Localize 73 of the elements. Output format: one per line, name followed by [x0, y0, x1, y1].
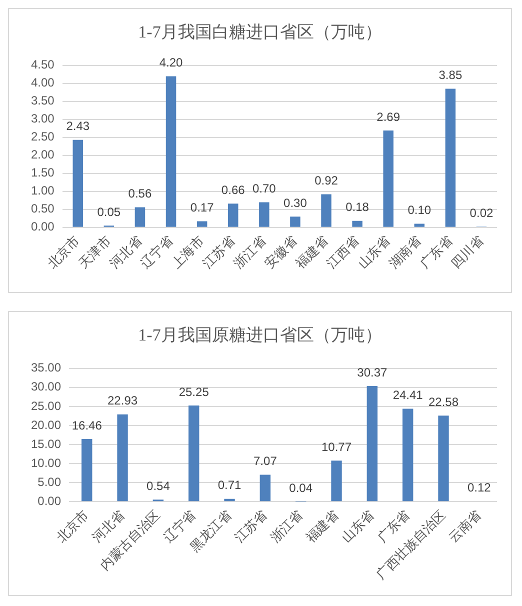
y-tick-label: 30.00: [31, 380, 62, 394]
data-label: 7.07: [254, 454, 278, 468]
data-label: 0.04: [289, 480, 313, 495]
y-tick-label: 35.00: [31, 360, 62, 375]
data-label: 0.92: [314, 174, 338, 188]
data-label: 3.85: [438, 68, 462, 82]
y-tick-label: 10.00: [31, 456, 62, 470]
bar: [402, 408, 414, 502]
data-label: 4.20: [159, 56, 184, 70]
data-label: 0.56: [128, 186, 152, 201]
bar: [224, 498, 235, 502]
y-tick-label: 2.50: [30, 130, 55, 144]
bar: [445, 88, 456, 227]
bar: [438, 416, 449, 502]
chart-title: 1-7月我国原糖进口省区（万吨）: [138, 326, 382, 345]
x-tick-label: 北京市: [53, 507, 92, 546]
bar: [82, 438, 92, 502]
bar: [290, 216, 300, 227]
y-tick-label: 0.00: [30, 220, 55, 234]
data-label: 16.46: [72, 418, 102, 432]
x-tick-label: 云南省: [446, 507, 484, 546]
bar: [352, 220, 362, 227]
data-label: 22.58: [428, 394, 459, 409]
bar: [117, 414, 128, 502]
y-tick-label: 1.50: [30, 166, 55, 180]
y-tick-label: 2.00: [30, 148, 55, 162]
data-label: 25.25: [178, 384, 210, 399]
y-tick-label: 25.00: [31, 398, 62, 413]
bar: [331, 460, 342, 502]
bar: [196, 221, 208, 227]
bar: [414, 224, 425, 227]
data-label: 0.66: [221, 182, 246, 197]
x-tick-label: 浙江省: [267, 507, 306, 546]
data-label: 0.02: [470, 206, 494, 220]
data-label: 24.41: [392, 388, 424, 402]
y-tick-label: 15.00: [31, 436, 62, 451]
y-tick-label: 20.00: [31, 418, 62, 432]
y-tick-label: 0.50: [30, 202, 55, 216]
data-label: 0.54: [146, 478, 170, 493]
bar: [134, 207, 146, 227]
y-tick-label: 1.00: [30, 184, 55, 198]
bar: [72, 140, 83, 227]
data-label: 0.12: [467, 480, 492, 494]
bar: [383, 130, 394, 227]
data-label: 0.10: [408, 203, 432, 218]
x-tick-label: 江苏省: [232, 507, 270, 546]
y-tick-label: 5.00: [38, 474, 62, 489]
y-tick-label: 0.00: [38, 494, 62, 508]
y-tick-label: 4.00: [30, 76, 55, 90]
data-label: 0.05: [97, 204, 121, 219]
bar: [259, 202, 270, 227]
y-tick-label: 3.00: [30, 112, 55, 126]
y-tick-label: 3.50: [30, 94, 55, 108]
bar: [321, 194, 332, 227]
x-tick-label: 山东省: [338, 507, 377, 546]
bar: [166, 76, 176, 227]
data-label: 10.77: [321, 440, 352, 454]
data-label: 0.70: [252, 182, 276, 196]
data-label: 0.71: [218, 478, 242, 492]
bar: [188, 406, 200, 502]
data-label: 22.93: [108, 394, 138, 408]
y-tick-label: 4.50: [30, 58, 55, 72]
bar: [228, 204, 238, 227]
data-label: 0.17: [190, 200, 214, 215]
data-label: 2.43: [66, 119, 90, 134]
data-label: 30.37: [357, 365, 388, 380]
bar: [366, 386, 378, 502]
data-label: 0.30: [284, 196, 308, 210]
x-tick-label: 福建省: [302, 507, 342, 546]
chart-title: 1-7月我国白糖进口省区（万吨）: [138, 22, 382, 42]
data-label: 2.69: [376, 110, 400, 124]
data-label: 0.18: [346, 200, 370, 214]
bar: [260, 474, 271, 502]
